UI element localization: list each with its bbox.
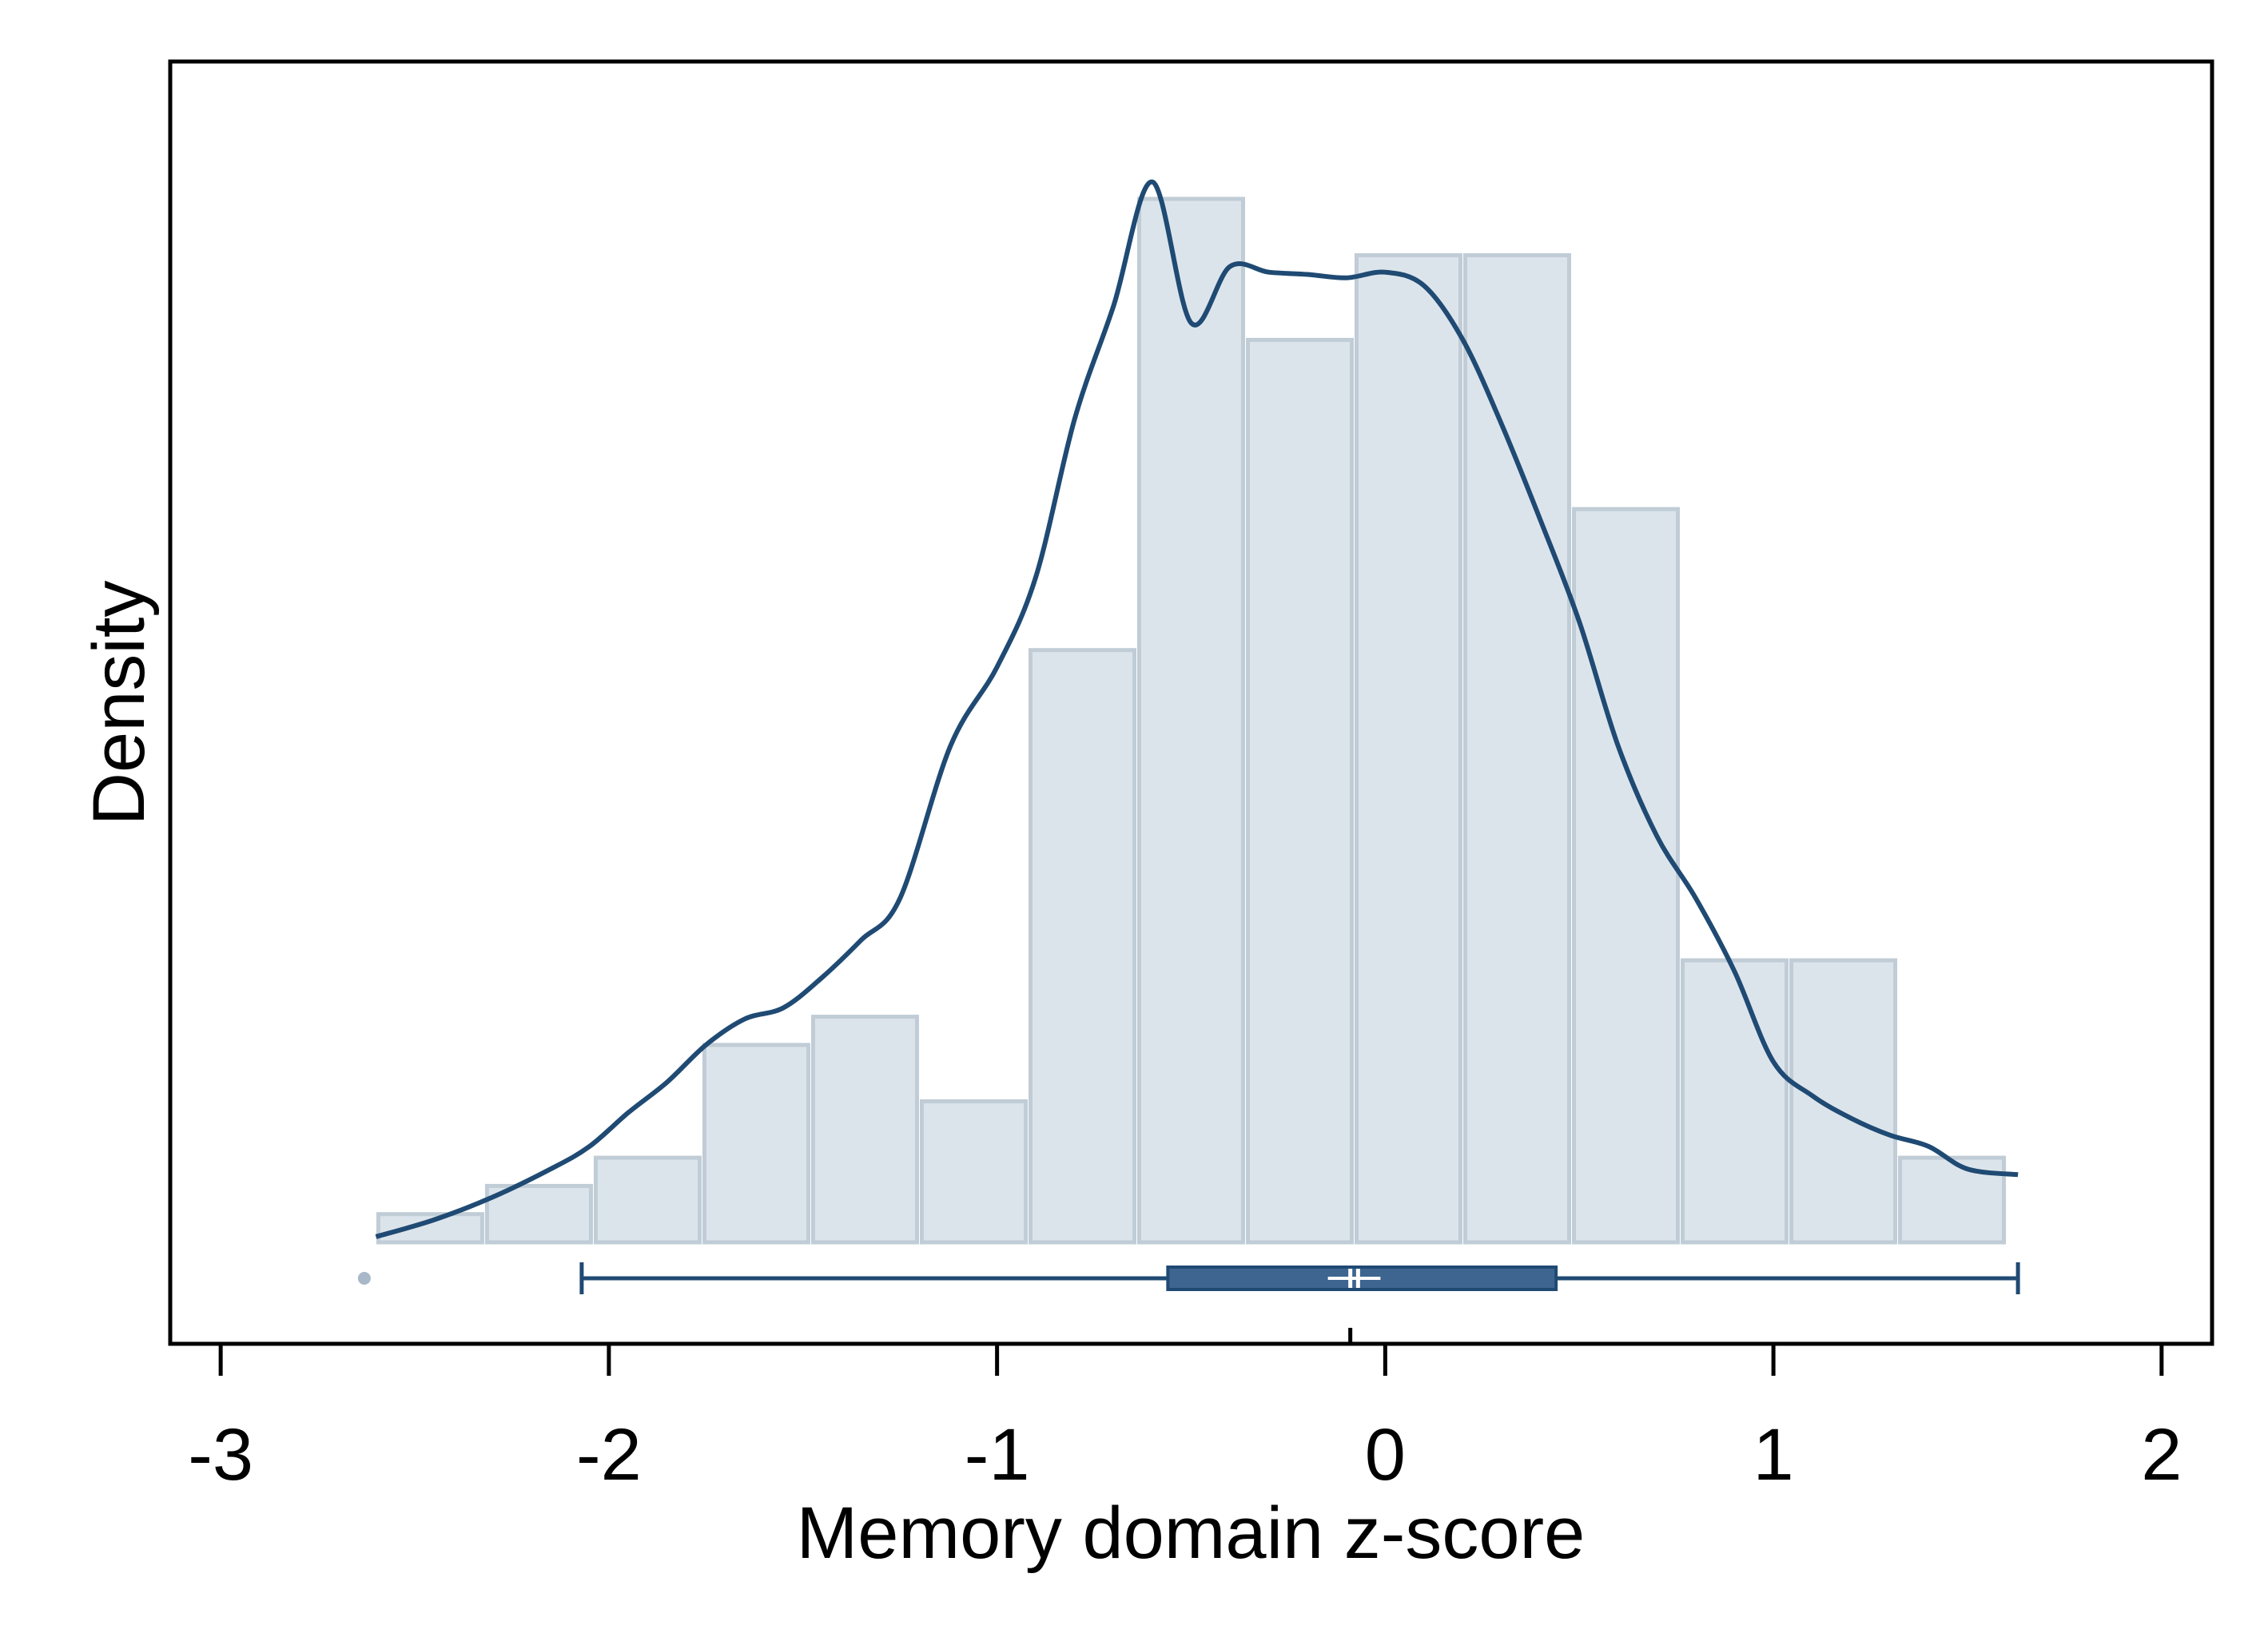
histogram-bars — [376, 197, 2007, 1245]
y-axis-label: Density — [78, 581, 160, 826]
kde-density-line — [375, 179, 2019, 1239]
x-tick-label: 2 — [2141, 1414, 2182, 1496]
x-tick-label: -3 — [188, 1414, 253, 1496]
histogram-bar — [1355, 253, 1463, 1245]
histogram-bar — [1572, 507, 1681, 1245]
boxplot-outlier-point — [357, 1272, 371, 1285]
histogram-bar — [593, 1155, 702, 1245]
x-axis-ticks: -3 -2 -1 0 1 2 — [188, 1344, 2182, 1496]
x-tick-label: 1 — [1753, 1414, 1794, 1496]
histogram-bar — [1028, 648, 1136, 1245]
histogram-bar — [810, 1015, 919, 1245]
boxplot-box — [1166, 1266, 1558, 1291]
x-tick-label: 0 — [1365, 1414, 1406, 1496]
histogram-bar — [376, 1212, 484, 1245]
histogram-bar — [1789, 958, 1898, 1245]
histogram-bar — [1136, 197, 1246, 1245]
histogram-bar — [919, 1099, 1028, 1245]
histogram-bar — [484, 1183, 593, 1245]
histogram-bar — [1246, 337, 1355, 1245]
x-axis-label: Memory domain z-score — [797, 1492, 1586, 1574]
histogram-bar — [1463, 253, 1572, 1245]
x-tick-label: -1 — [965, 1414, 1030, 1496]
boxplot — [357, 1262, 2020, 1344]
x-tick-label: -2 — [576, 1414, 642, 1496]
histogram-bar — [1681, 958, 1789, 1245]
histogram-bar — [702, 1043, 810, 1245]
